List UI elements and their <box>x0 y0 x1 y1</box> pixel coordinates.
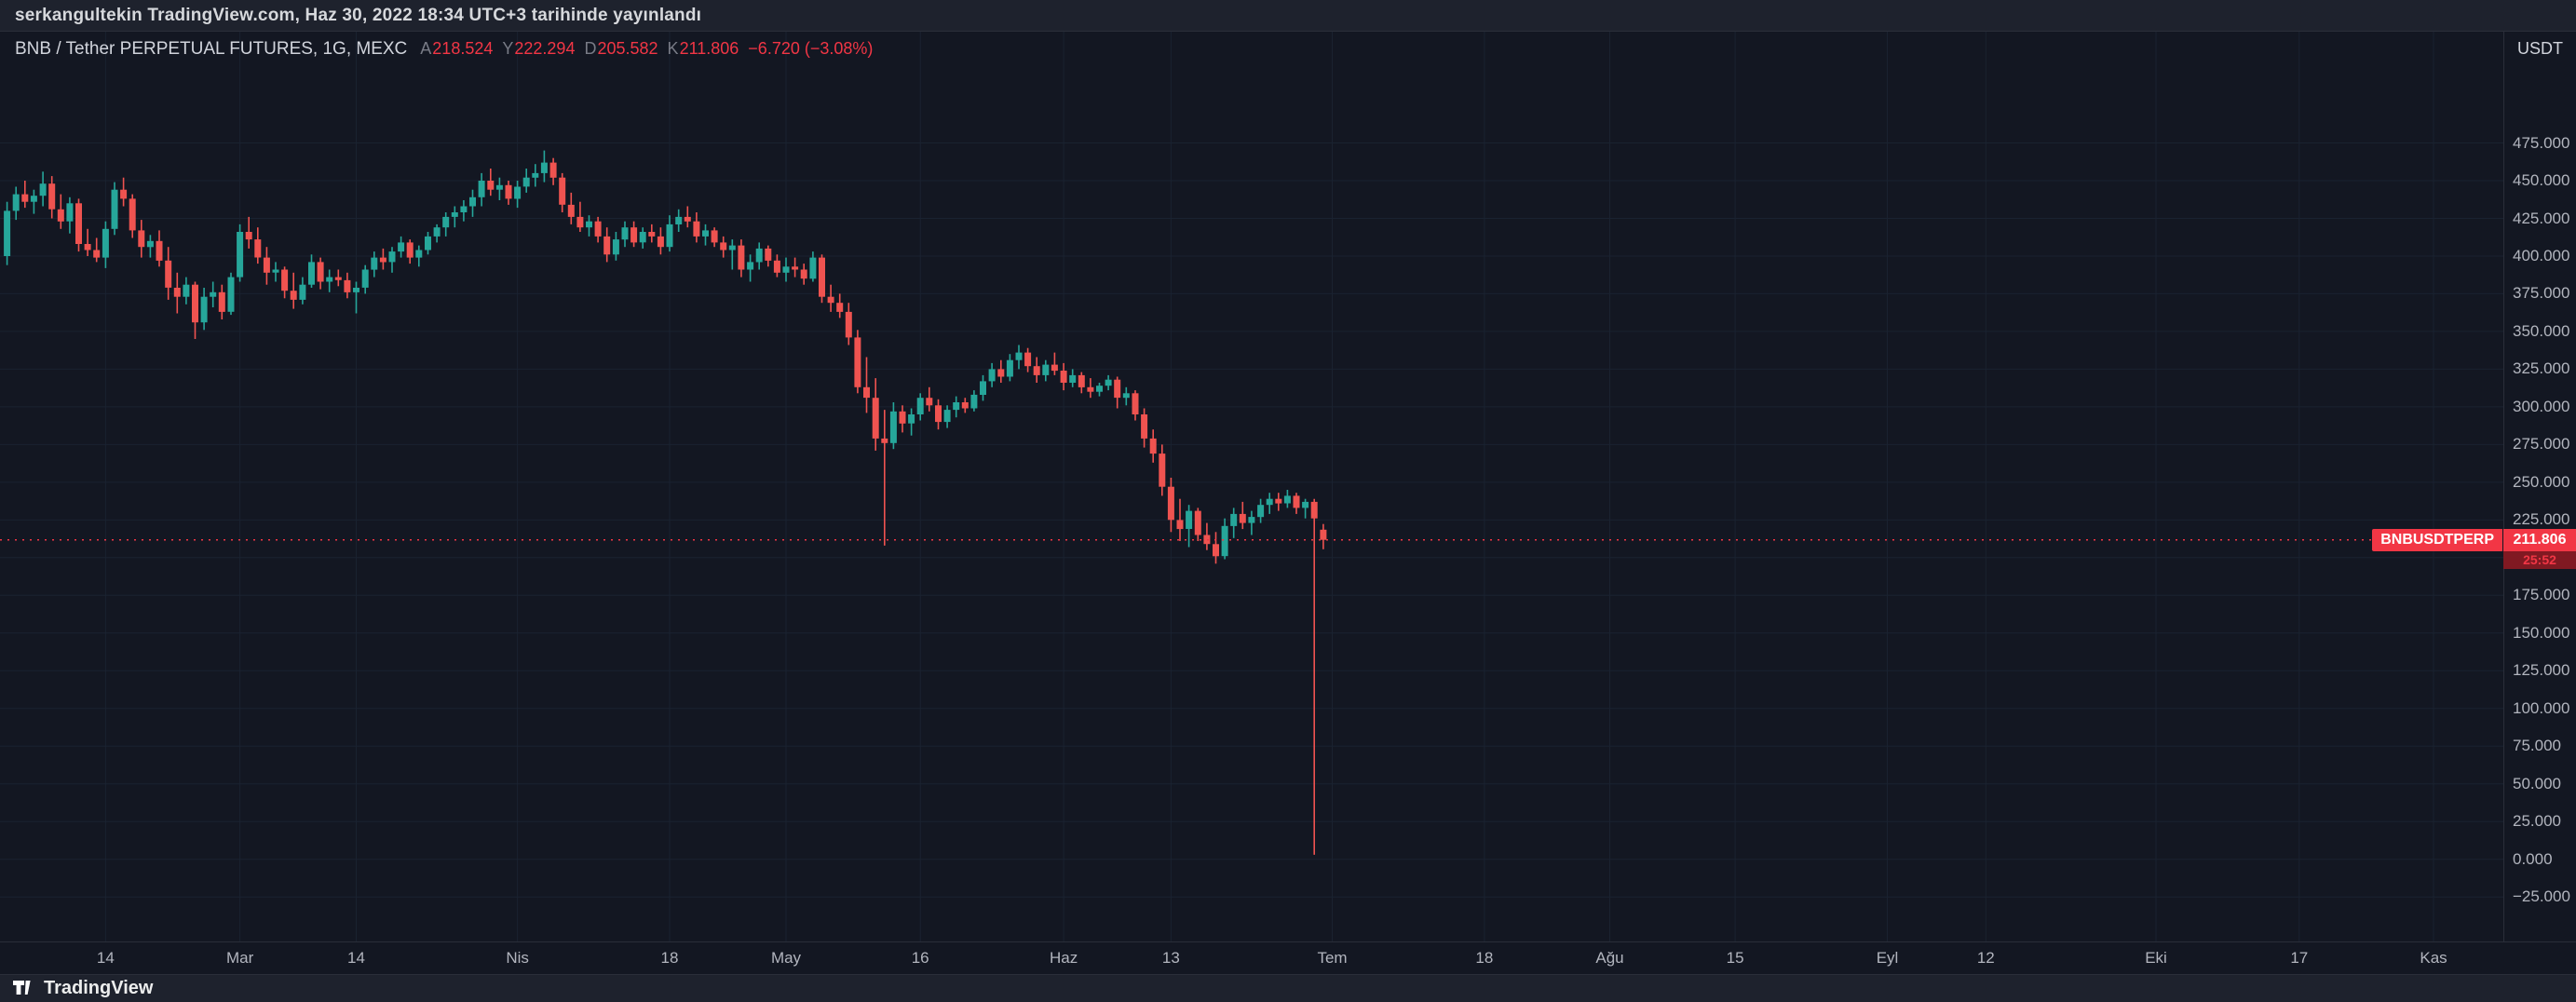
price-axis-label: 250.000 <box>2513 472 2570 491</box>
price-axis-label: −25.000 <box>2513 887 2570 906</box>
time-axis-label: Nis <box>506 949 529 967</box>
publish-top-bar: serkangultekin TradingView.com, Haz 30, … <box>0 0 2576 32</box>
time-axis-label: Kas <box>2420 949 2447 967</box>
price-axis-label: 50.000 <box>2513 774 2561 792</box>
ohlc-values: A 218.524 Y 222.294 D 205.582 K 211.806 −6.7… <box>420 39 873 59</box>
time-axis-label: 14 <box>347 949 365 967</box>
price-axis-label: 350.000 <box>2513 321 2570 340</box>
time-axis-label: Mar <box>225 949 254 967</box>
time-axis[interactable]: 14 Mar 14 Nis 18 May 16 Haz 13 Tem 18 Ağu 15 Eyl 12 Eki… <box>0 941 2576 974</box>
time-axis-label: 18 <box>1475 949 1494 967</box>
price-axis-label: 300.000 <box>2513 397 2570 415</box>
symbol-badge: BNBUSDTPERP <box>2372 528 2502 551</box>
time-axis-label: 12 <box>1976 949 1995 967</box>
price-axis-label: 375.000 <box>2513 284 2570 303</box>
currency-label: USDT <box>2517 39 2563 58</box>
time-axis-label: 13 <box>1161 949 1180 967</box>
footer-bar: TradingView <box>0 974 2576 1002</box>
chart-legend: BNB / Tether PERPETUAL FUTURES, 1G, MEXC… <box>15 39 873 60</box>
low-value: D 205.582 <box>584 39 658 58</box>
open-value: A 218.524 <box>420 39 494 58</box>
price-axis-label: 125.000 <box>2513 661 2570 680</box>
price-badge: 211.806 <box>2503 528 2576 551</box>
time-axis-label: 18 <box>660 949 679 967</box>
countdown-badge: 25:52 <box>2503 550 2576 569</box>
change-value: −6.720 (−3.08%) <box>748 39 874 58</box>
time-axis-label: 15 <box>1726 949 1744 967</box>
time-axis-label: Tem <box>1317 949 1348 967</box>
time-axis-label: Eki <box>2145 949 2167 967</box>
price-axis[interactable]: USDT 475.000 450.000 425.000 400.000 375.000… <box>2503 32 2576 941</box>
price-axis-label: 225.000 <box>2513 510 2570 529</box>
time-axis-label: Ağu <box>1595 949 1624 967</box>
time-axis-label: 14 <box>96 949 115 967</box>
price-axis-label: 325.000 <box>2513 359 2570 378</box>
price-axis-label: 275.000 <box>2513 435 2570 454</box>
price-axis-label: 100.000 <box>2513 698 2570 717</box>
price-axis-label: 450.000 <box>2513 171 2570 189</box>
price-axis-label: 25.000 <box>2513 812 2561 831</box>
time-axis-label: Haz <box>1049 949 1078 967</box>
price-axis-label: 175.000 <box>2513 586 2570 604</box>
price-axis-label: 75.000 <box>2513 737 2561 755</box>
price-axis-label: 150.000 <box>2513 623 2570 642</box>
tradingview-logo-icon[interactable] <box>13 980 35 998</box>
close-value: K 211.806 <box>667 39 739 58</box>
footer-brand: TradingView <box>44 978 154 998</box>
time-axis-label: May <box>770 949 802 967</box>
symbol-title: BNB / Tether PERPETUAL FUTURES, 1G, MEXC <box>15 39 408 59</box>
price-axis-label: 475.000 <box>2513 133 2570 152</box>
price-axis-label: 0.000 <box>2513 849 2553 868</box>
time-axis-label: 17 <box>2290 949 2309 967</box>
time-axis-label: Eyl <box>1876 949 1899 967</box>
price-axis-label: 400.000 <box>2513 247 2570 264</box>
publish-info-text: serkangultekin TradingView.com, Haz 30, … <box>15 5 702 25</box>
high-value: Y 222.294 <box>502 39 576 58</box>
time-axis-label: 16 <box>911 949 929 967</box>
price-axis-label: 425.000 <box>2513 209 2570 227</box>
